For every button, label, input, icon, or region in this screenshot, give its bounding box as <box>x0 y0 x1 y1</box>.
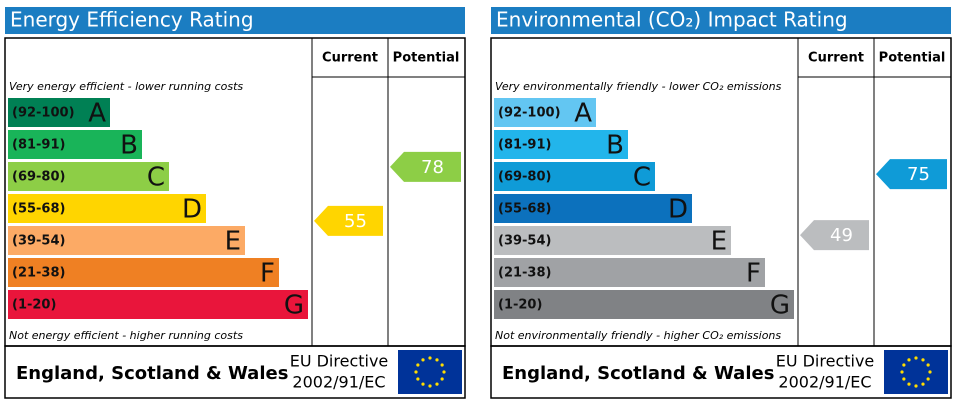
band-letter: A <box>574 99 592 129</box>
band-range: (1-20) <box>12 298 56 313</box>
band-range: (55-68) <box>12 202 65 217</box>
band-range: (69-80) <box>12 170 65 185</box>
band-letter: C <box>633 163 651 193</box>
band-letter: B <box>606 131 624 161</box>
footer-region: England, Scotland & Wales <box>502 363 774 384</box>
eu-star <box>435 382 439 386</box>
eu-star <box>921 382 925 386</box>
footer-directive: EU Directive <box>776 352 875 371</box>
rating-band <box>8 226 245 255</box>
rating-band <box>8 98 110 127</box>
rating-band <box>8 258 279 287</box>
panel-title: Energy Efficiency Rating <box>10 8 254 32</box>
rating-band <box>8 290 308 319</box>
current-value: 55 <box>344 211 367 232</box>
eu-star <box>416 377 420 381</box>
eu-star <box>926 363 930 367</box>
band-letter: C <box>147 163 165 193</box>
eu-star <box>928 370 932 374</box>
eu-star <box>907 358 911 362</box>
band-letter: D <box>182 195 202 225</box>
band-range: (92-100) <box>498 106 561 121</box>
eu-star <box>421 382 425 386</box>
band-range: (92-100) <box>12 106 75 121</box>
current-value: 49 <box>830 225 853 246</box>
column-header: Current <box>808 51 864 66</box>
top-note: Very energy efficient - lower running co… <box>9 80 243 93</box>
eu-star <box>440 377 444 381</box>
eu-star <box>921 358 925 362</box>
band-range: (39-54) <box>12 234 65 249</box>
rating-band <box>8 194 206 223</box>
eu-star <box>435 358 439 362</box>
potential-value: 78 <box>421 157 444 178</box>
band-range: (55-68) <box>498 202 551 217</box>
eu-star <box>440 363 444 367</box>
potential-value: 75 <box>907 164 930 185</box>
rating-band <box>494 226 731 255</box>
band-letter: B <box>120 131 138 161</box>
band-range: (69-80) <box>498 170 551 185</box>
eu-star <box>902 363 906 367</box>
eu-star <box>914 384 918 388</box>
rating-band <box>494 290 794 319</box>
footer-region: England, Scotland & Wales <box>16 363 288 384</box>
band-letter: F <box>260 259 275 289</box>
potential-arrow <box>876 159 947 190</box>
rating-band <box>494 162 655 191</box>
column-header: Potential <box>393 51 460 66</box>
eu-star <box>902 377 906 381</box>
footer-directive: 2002/91/EC <box>778 373 871 392</box>
eu-star <box>416 363 420 367</box>
current-arrow <box>314 205 383 236</box>
footer-directive: EU Directive <box>290 352 389 371</box>
eu-star <box>907 382 911 386</box>
rating-band <box>494 194 692 223</box>
band-range: (21-38) <box>12 266 65 281</box>
eu-star <box>926 377 930 381</box>
eu-star <box>900 370 904 374</box>
band-letter: G <box>770 291 790 321</box>
band-letter: D <box>668 195 688 225</box>
band-letter: E <box>711 227 727 257</box>
bottom-note: Not environmentally friendly - higher CO… <box>495 329 781 342</box>
rating-band <box>8 130 142 159</box>
eu-star <box>442 370 446 374</box>
band-range: (21-38) <box>498 266 551 281</box>
band-range: (1-20) <box>498 298 542 313</box>
bottom-note: Not energy efficient - higher running co… <box>9 329 243 342</box>
band-letter: E <box>225 227 241 257</box>
rating-band <box>494 258 765 287</box>
footer-frame <box>490 345 952 399</box>
top-note: Very environmentally friendly - lower CO… <box>495 80 782 93</box>
rating-band <box>494 130 628 159</box>
rating-band <box>8 162 169 191</box>
potential-arrow <box>390 151 461 182</box>
title-bar <box>5 7 465 34</box>
band-letter: G <box>284 291 304 321</box>
panel-title: Environmental (CO₂) Impact Rating <box>496 8 848 32</box>
title-bar <box>491 7 951 34</box>
band-letter: F <box>746 259 761 289</box>
column-header: Current <box>322 51 378 66</box>
band-range: (81-91) <box>12 138 65 153</box>
column-header: Potential <box>879 51 946 66</box>
eu-star <box>428 356 432 360</box>
eu-star <box>414 370 418 374</box>
eu-star <box>914 356 918 360</box>
band-range: (81-91) <box>498 138 551 153</box>
band-letter: A <box>88 99 106 129</box>
band-range: (39-54) <box>498 234 551 249</box>
footer-frame <box>4 345 466 399</box>
eu-star <box>421 358 425 362</box>
current-arrow <box>800 220 869 251</box>
footer-directive: 2002/91/EC <box>292 373 385 392</box>
eu-star <box>428 384 432 388</box>
rating-band <box>494 98 596 127</box>
